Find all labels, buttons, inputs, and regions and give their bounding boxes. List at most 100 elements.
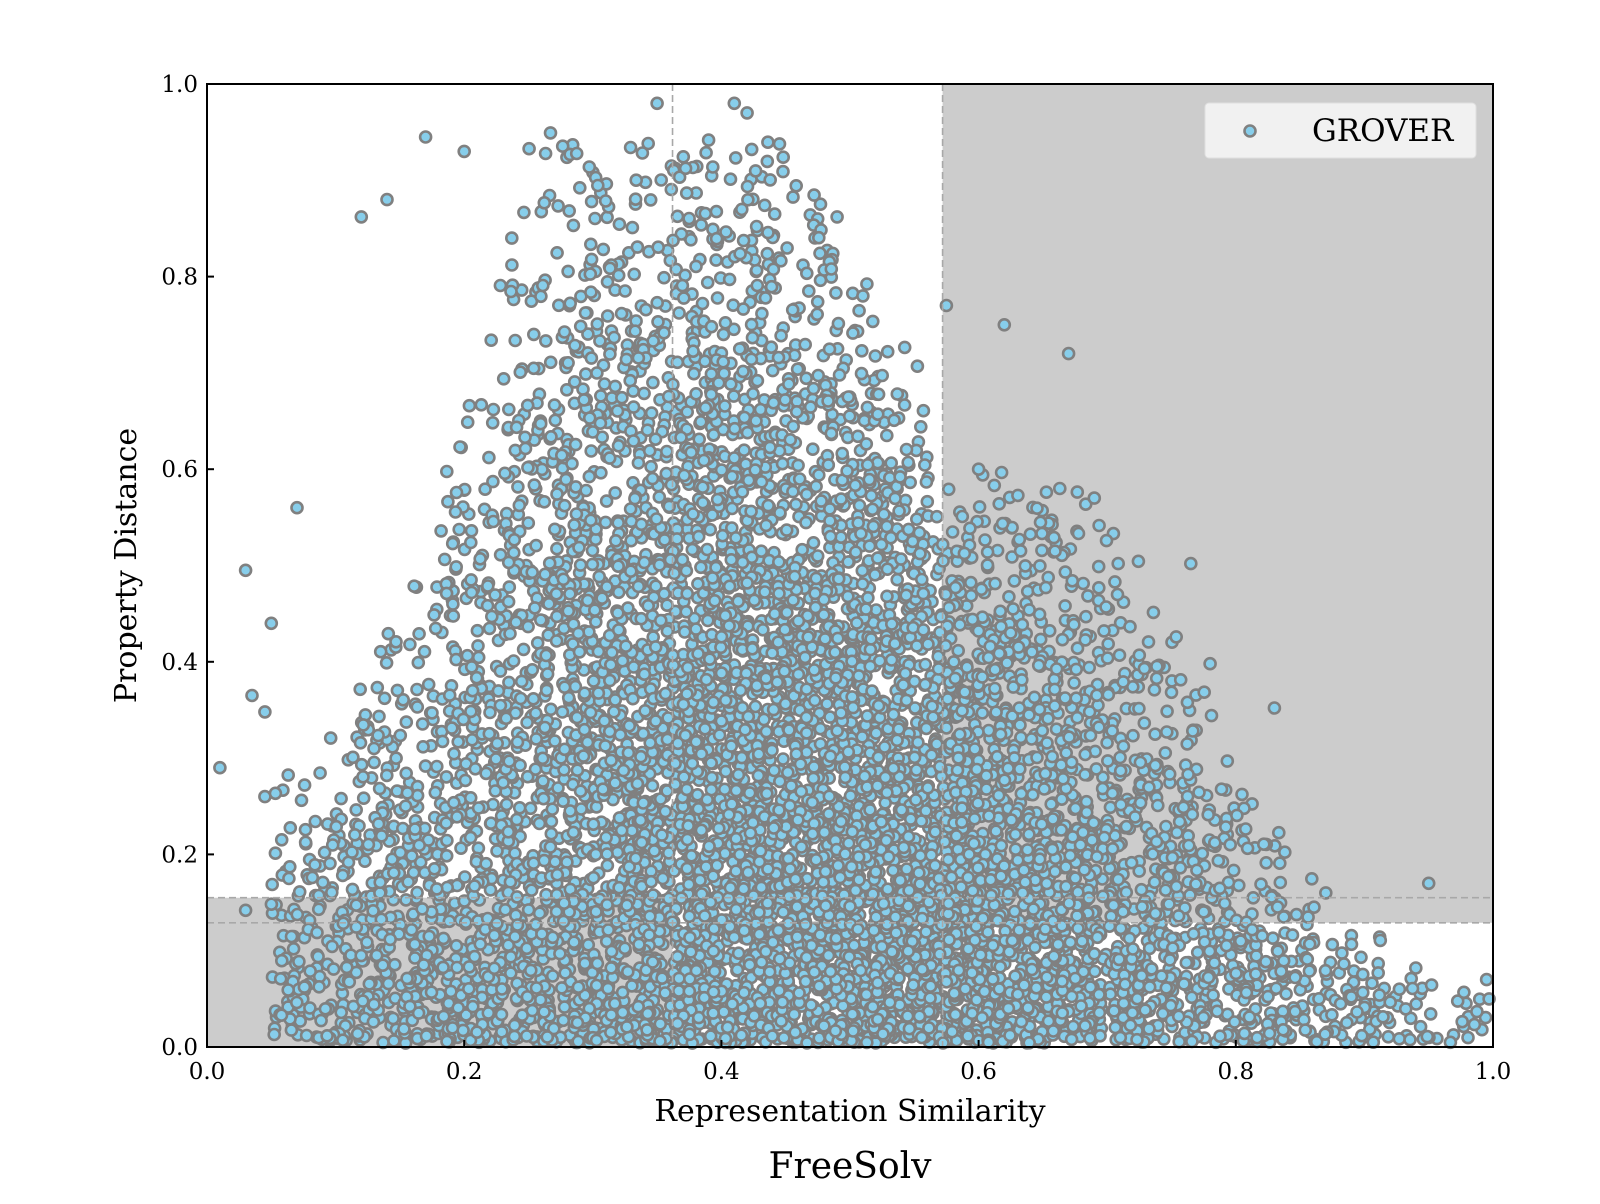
scatter-point	[646, 375, 660, 390]
scatter-point	[1070, 710, 1084, 725]
scatter-point	[810, 294, 825, 309]
scatter-point	[765, 363, 780, 378]
scatter-point	[1147, 875, 1162, 890]
scatter-point	[1088, 964, 1102, 979]
scatter-point	[1381, 1030, 1396, 1044]
scatter-point	[1344, 937, 1359, 952]
scatter-point	[1169, 879, 1184, 894]
scatter-point	[703, 522, 718, 537]
scatter-point	[799, 487, 814, 502]
scatter-point	[264, 897, 279, 912]
scatter-point	[399, 715, 414, 729]
scatter-point	[539, 887, 553, 902]
scatter-point	[527, 601, 542, 615]
scatter-point	[389, 634, 403, 649]
scatter-point	[551, 298, 566, 313]
scatter-point	[849, 616, 864, 630]
scatter-point	[1371, 966, 1385, 980]
scatter-point	[938, 638, 953, 653]
scatter-point	[718, 764, 733, 779]
scatter-point	[265, 877, 280, 892]
scatter-point	[880, 344, 895, 359]
scatter-point	[1420, 1029, 1435, 1044]
scatter-point	[584, 194, 599, 209]
scatter-point	[314, 1013, 328, 1028]
scatter-point	[1134, 882, 1149, 897]
scatter-point	[1114, 921, 1128, 936]
scatter-point	[446, 609, 461, 623]
scatter-point	[972, 500, 987, 514]
scatter-point	[583, 267, 598, 281]
scatter-point	[1045, 749, 1059, 764]
scatter-point	[532, 906, 547, 921]
scatter-point	[449, 560, 464, 574]
scatter-point	[1027, 690, 1042, 705]
scatter-point	[1108, 575, 1122, 589]
scatter-point	[407, 579, 422, 594]
scatter-point	[1355, 1028, 1369, 1043]
scatter-point	[1048, 864, 1062, 879]
scatter-point	[987, 478, 1002, 493]
scatter-point	[1413, 1019, 1428, 1034]
scatter-point	[312, 979, 326, 994]
scatter-point	[283, 820, 298, 835]
scatter-point	[537, 853, 552, 868]
scatter-point	[901, 455, 916, 470]
scatter-point	[539, 683, 554, 698]
scatter-point	[835, 446, 850, 461]
scatter-point	[980, 558, 995, 572]
scatter-point	[669, 262, 684, 277]
scatter-point	[750, 373, 765, 388]
scatter-point	[955, 509, 970, 524]
scatter-point	[861, 590, 875, 605]
scatter-point	[1325, 1007, 1339, 1022]
scatter-point	[499, 797, 514, 812]
scatter-point	[841, 555, 856, 569]
scatter-point	[698, 206, 713, 221]
scatter-point	[563, 296, 578, 311]
scatter-point	[1137, 716, 1152, 730]
scatter-point	[550, 246, 564, 260]
scatter-point	[884, 456, 899, 470]
scatter-point	[449, 938, 464, 953]
scatter-point	[1169, 630, 1183, 644]
scatter-point	[347, 827, 362, 842]
scatter-point	[1039, 876, 1054, 891]
scatter-point	[501, 402, 516, 417]
scatter-point	[447, 746, 461, 761]
scatter-point	[705, 160, 720, 174]
scatter-point	[744, 142, 759, 157]
scatter-point	[416, 739, 430, 754]
scatter-point	[995, 516, 1010, 531]
scatter-point	[1091, 559, 1106, 574]
scatter-point	[486, 514, 501, 529]
scatter-point	[460, 415, 475, 430]
scatter-point	[675, 552, 690, 567]
scatter-point	[716, 327, 731, 342]
scatter-point	[1180, 789, 1195, 804]
scatter-point	[774, 328, 788, 343]
scatter-point	[1219, 820, 1233, 834]
scatter-point	[521, 619, 535, 634]
scatter-point	[573, 558, 588, 572]
scatter-point	[281, 768, 296, 782]
scatter-point	[1033, 559, 1047, 573]
scatter-point	[892, 504, 906, 518]
scatter-point	[377, 691, 392, 706]
scatter-point	[1164, 685, 1179, 700]
scatter-point	[718, 315, 733, 330]
scatter-point	[776, 150, 791, 164]
scatter-point	[491, 684, 506, 698]
scatter-point	[299, 1028, 314, 1043]
scatter-point	[597, 377, 612, 391]
scatter-point	[672, 306, 686, 320]
scatter-point	[496, 371, 511, 386]
scatter-point	[573, 319, 588, 334]
scatter-point	[410, 682, 424, 697]
scatter-point	[1076, 576, 1090, 591]
scatter-point	[465, 683, 480, 698]
scatter-point	[1071, 921, 1085, 936]
scatter-point	[1042, 623, 1057, 638]
scatter-point	[676, 150, 691, 164]
scatter-point	[1192, 785, 1206, 800]
